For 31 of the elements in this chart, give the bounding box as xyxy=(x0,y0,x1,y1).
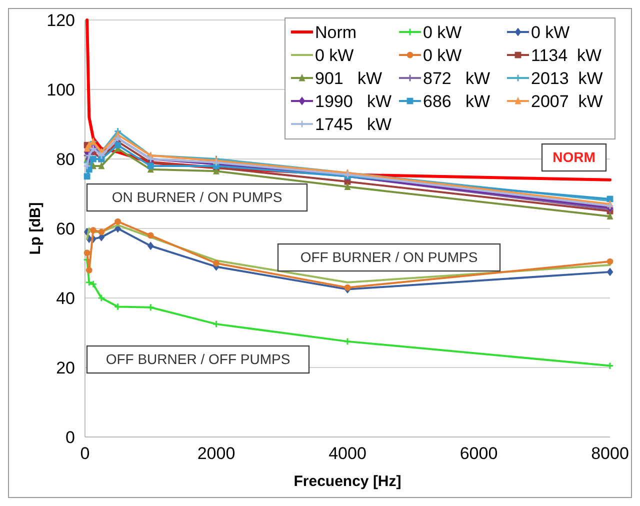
legend-label: 0 kW xyxy=(423,46,462,65)
y-tick-label: 60 xyxy=(56,219,75,238)
legend-label: 2007 kW xyxy=(531,92,603,111)
y-tick-label: 80 xyxy=(56,150,75,169)
legend-label: 872 kW xyxy=(423,68,490,88)
y-axis-title: Lp [dB] xyxy=(27,202,44,255)
legend-label: 1990 kW xyxy=(315,92,392,111)
legend-label: 0 kW xyxy=(531,22,570,42)
x-tick-label: 8000 xyxy=(591,444,629,463)
y-tick-label: 0 xyxy=(66,428,75,447)
x-tick-label: 4000 xyxy=(328,444,366,463)
y-tick-label: 120 xyxy=(46,10,75,30)
legend-label: 0 kW xyxy=(423,22,462,42)
x-tick-label: 0 xyxy=(80,444,90,463)
y-tick-label: 40 xyxy=(56,288,75,308)
legend-label: 901 kW xyxy=(315,68,382,88)
x-tick-label: 2000 xyxy=(197,444,236,463)
annotation: OFF BURNER / OFF PUMPS xyxy=(106,351,290,367)
y-tick-label: 20 xyxy=(56,358,75,378)
x-tick-label: 6000 xyxy=(460,444,498,463)
annotation: ON BURNER / ON PUMPS xyxy=(112,189,282,205)
legend-label: 0 kW xyxy=(315,46,354,65)
annotation: OFF BURNER / ON PUMPS xyxy=(300,249,478,265)
x-axis-title: Frecuency [Hz] xyxy=(294,473,402,490)
legend-label: 1745 kW xyxy=(315,114,392,134)
legend-label: 1134 kW xyxy=(531,46,602,65)
annotation: NORM xyxy=(552,149,596,165)
y-tick-label: 100 xyxy=(46,80,75,100)
legend-label: 2013 kW xyxy=(531,68,603,88)
legend-label: 686 kW xyxy=(423,92,490,111)
legend-label: Norm xyxy=(315,22,357,42)
